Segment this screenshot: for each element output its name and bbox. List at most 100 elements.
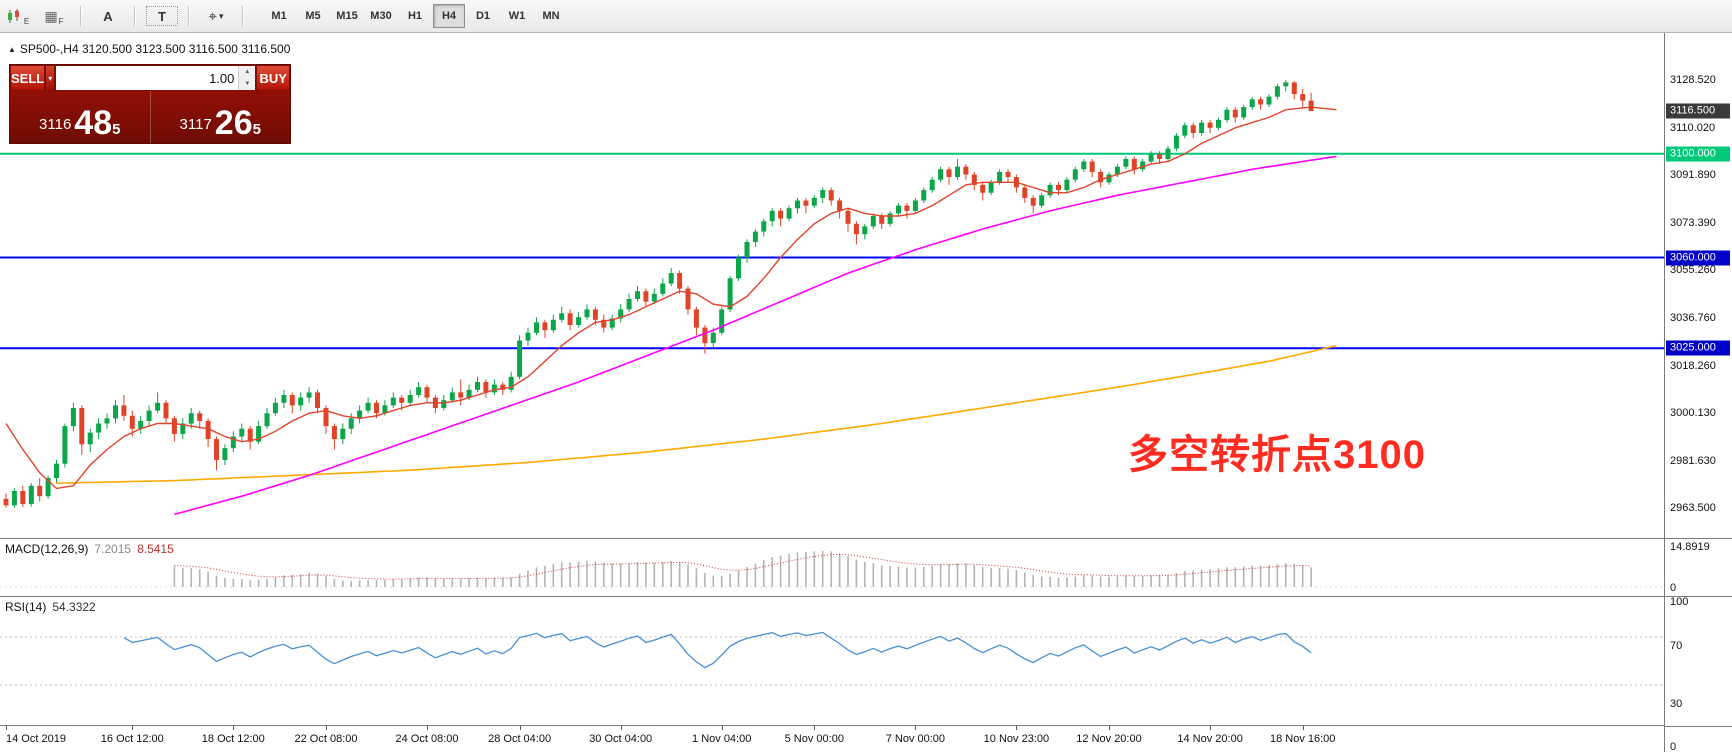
grid-sub-label: F xyxy=(58,17,64,26)
grid-icon: ▦ xyxy=(44,7,58,24)
price-axis-label: 3091.890 xyxy=(1670,168,1716,181)
time-axis-label: 5 Nov 00:00 xyxy=(784,733,844,745)
volume-up-button[interactable]: ▲ xyxy=(239,66,256,78)
time-axis-label: 16 Oct 12:00 xyxy=(100,733,164,745)
price-axis-label: 3073.390 xyxy=(1670,216,1716,229)
main-chart-canvas[interactable] xyxy=(0,33,1664,538)
sell-price-small: 3116 xyxy=(39,116,72,133)
rsi-label-line: RSI(14) 54.3322 xyxy=(5,600,96,614)
sell-price-sup: 5 xyxy=(112,121,121,138)
buy-quote[interactable]: 3117 26 5 xyxy=(151,91,291,143)
time-tick xyxy=(326,726,327,730)
rsi-axis-label: 30 xyxy=(1670,698,1683,710)
price-tag: 3025.000 xyxy=(1666,340,1730,356)
volume-field-wrap: ▲ ▼ xyxy=(55,65,257,91)
layout-grid-button[interactable]: ▦ F xyxy=(38,3,70,29)
time-tick xyxy=(6,726,7,730)
tf-button-M15[interactable]: M15 xyxy=(336,10,358,22)
buy-price-sup: 5 xyxy=(252,121,261,138)
tf-button-MN[interactable]: MN xyxy=(542,10,560,22)
chart-area[interactable]: ▲ SP500-,H4 3120.500 3123.500 3116.500 31… xyxy=(0,33,1664,538)
tf-button-M30[interactable]: M30 xyxy=(370,10,392,22)
time-axis-label: 18 Oct 12:00 xyxy=(201,733,265,745)
price-axis-label: 2963.500 xyxy=(1670,501,1716,514)
time-tick xyxy=(427,726,428,730)
symbol-ohlc-text: SP500-,H4 3120.500 3123.500 3116.500 311… xyxy=(19,42,291,56)
time-axis-label: 24 Oct 08:00 xyxy=(395,733,459,745)
one-click-trade-widget: SELL ▾ ▲ ▼ BUY 3116 48 5 311 xyxy=(9,64,291,144)
expand-arrow-icon: ▲ xyxy=(8,45,16,54)
price-axis-label: 3036.760 xyxy=(1670,311,1716,324)
rsi-axis-label: 100 xyxy=(1670,596,1689,608)
price-tag: 3116.500 xyxy=(1666,103,1730,119)
price-axis-label: 3110.020 xyxy=(1670,121,1716,134)
symbol-info-line: ▲ SP500-,H4 3120.500 3123.500 3116.500 31… xyxy=(8,42,290,56)
text-label-tool-button[interactable]: A xyxy=(103,8,113,24)
volume-spinner: ▲ ▼ xyxy=(238,66,256,90)
time-tick xyxy=(1109,726,1110,730)
macd-signal-value: 8.5415 xyxy=(137,542,174,556)
time-axis-label: 28 Oct 04:00 xyxy=(488,733,552,745)
rsi-name: RSI(14) xyxy=(5,600,47,614)
toolbar-separator xyxy=(134,6,136,26)
macd-axis-label: 14.8919 xyxy=(1670,541,1710,553)
time-axis-label: 1 Nov 04:00 xyxy=(692,733,752,745)
time-axis-label: 12 Nov 20:00 xyxy=(1076,733,1142,745)
axis-separator xyxy=(1665,726,1732,727)
macd-name: MACD(12,26,9) xyxy=(5,542,89,556)
buy-button[interactable]: BUY xyxy=(256,65,290,91)
rsi-value: 54.3322 xyxy=(52,600,96,614)
time-tick xyxy=(721,726,723,730)
macd-label-line: MACD(12,26,9) 7.2015 8.5415 xyxy=(5,542,174,556)
price-tag: 3060.000 xyxy=(1666,250,1730,265)
volume-input[interactable] xyxy=(56,66,239,90)
sell-price-big: 48 xyxy=(74,104,113,143)
tf-button-H1[interactable]: H1 xyxy=(407,10,423,22)
price-axis-label: 3000.130 xyxy=(1670,406,1716,419)
toolbar-separator xyxy=(188,6,190,26)
timeframe-button-group: M1 M5 M15 M30 H1 H4 D1 W1 MN xyxy=(262,4,568,28)
price-axis-label: 3055.260 xyxy=(1670,263,1716,276)
time-axis-label: 18 Nov 16:00 xyxy=(1269,733,1336,745)
buy-price-small: 3117 xyxy=(179,116,212,133)
time-axis-label: 22 Oct 08:00 xyxy=(294,733,358,745)
time-axis-label: 10 Nov 23:00 xyxy=(983,733,1050,745)
time-axis[interactable]: 14 Oct 2019 16 Oct 12:00 18 Oct 12:00 22 Oc… xyxy=(0,726,1664,752)
rsi-axis-label: 70 xyxy=(1670,640,1683,652)
sell-quote[interactable]: 3116 48 5 xyxy=(10,91,151,143)
time-tick xyxy=(1302,726,1304,730)
tf-button-H4[interactable]: H4 xyxy=(433,4,465,28)
tf-button-W1[interactable]: W1 xyxy=(508,10,526,22)
rsi-canvas[interactable] xyxy=(0,597,1664,725)
chart-annotation: 多空转折点3100 xyxy=(1128,433,1426,477)
text-box-tool-button[interactable]: T xyxy=(146,6,178,26)
tf-button-D1[interactable]: D1 xyxy=(475,10,491,22)
indicators-sub-label: E xyxy=(23,17,30,26)
order-type-dropdown[interactable]: ▾ xyxy=(45,65,56,91)
rsi-axis-label: 0 xyxy=(1670,741,1677,752)
candlestick-icon xyxy=(7,8,19,23)
volume-down-button[interactable]: ▼ xyxy=(239,78,256,90)
time-axis-label: 30 Oct 04:00 xyxy=(589,733,653,745)
axis-separator xyxy=(1665,538,1732,539)
tf-button-M5[interactable]: M5 xyxy=(305,10,321,22)
price-tag: 3100.000 xyxy=(1666,146,1730,162)
tf-button-M1[interactable]: M1 xyxy=(271,10,287,22)
macd-canvas[interactable] xyxy=(0,539,1664,596)
time-tick xyxy=(814,726,816,730)
price-axis[interactable]: 3128.520 3110.020 3091.890 3073.390 3055.260… xyxy=(1664,33,1732,752)
price-axis-label: 3018.260 xyxy=(1670,359,1716,372)
chevron-down-icon: ▾ xyxy=(218,10,224,21)
time-axis-label: 7 Nov 00:00 xyxy=(885,733,946,745)
time-tick xyxy=(132,726,134,730)
macd-value: 7.2015 xyxy=(94,542,132,556)
cursor-tool-button[interactable]: ⌖ ▾ xyxy=(200,3,232,29)
buy-price-big: 26 xyxy=(214,104,253,143)
toolbar-separator xyxy=(80,6,82,26)
axis-separator xyxy=(1665,596,1732,597)
sell-button[interactable]: SELL xyxy=(10,65,46,91)
macd-panel: MACD(12,26,9) 7.2015 8.5415 xyxy=(0,538,1664,597)
indicators-button[interactable]: E xyxy=(2,3,34,29)
time-tick xyxy=(1016,726,1018,730)
toolbar: E ▦ F A T ⌖ ▾ M1 M5 M15 M30 H1 H4 D1 W1 MN xyxy=(0,0,1732,33)
